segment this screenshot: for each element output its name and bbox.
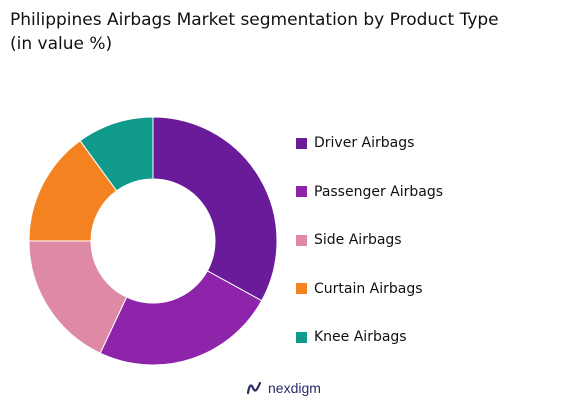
slice-side-airbags	[28, 240, 128, 354]
legend-item-knee-airbags: Knee Airbags	[296, 327, 443, 347]
chart-title-line-2: (in value %)	[10, 34, 113, 54]
legend-item-passenger-airbags: Passenger Airbags	[296, 182, 443, 202]
legend-swatch	[296, 331, 307, 343]
legend-label: Side Airbags	[314, 232, 402, 248]
brand-footer: nexdigm	[246, 380, 321, 396]
slice-driver-airbags	[152, 116, 278, 302]
legend-label: Curtain Airbags	[314, 280, 423, 297]
legend-label: Knee Airbags	[314, 329, 407, 345]
legend-swatch	[296, 234, 307, 246]
legend-swatch	[296, 186, 307, 197]
nexdigm-logo-icon	[246, 381, 262, 395]
legend-swatch	[296, 283, 307, 294]
legend-label: Passenger Airbags	[314, 183, 444, 200]
legend-label: Driver Airbags	[314, 135, 415, 151]
legend-item-side-airbags: Side Airbags	[296, 230, 443, 250]
legend-item-curtain-airbags: Curtain Airbags	[296, 279, 443, 299]
legend-swatch	[296, 137, 307, 149]
chart-title: Philippines Airbags Market segmentation …	[10, 8, 570, 56]
slice-knee-airbags	[79, 116, 154, 192]
legend-item-driver-airbags: Driver Airbags	[296, 133, 443, 153]
chart-legend: Driver Airbags Passenger Airbags Side Airb…	[296, 133, 443, 376]
brand-name: nexdigm	[268, 380, 321, 396]
chart-title-line-1: Philippines Airbags Market segmentation …	[10, 10, 499, 30]
slice-passenger-airbags	[99, 270, 263, 366]
